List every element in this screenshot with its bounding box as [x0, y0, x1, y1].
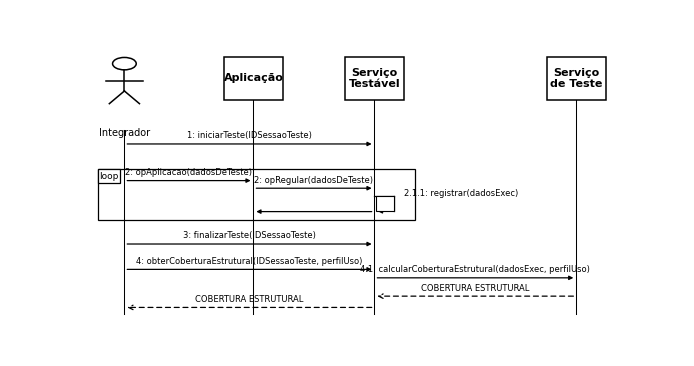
Text: 3: finalizarTeste(IDSessaoTeste): 3: finalizarTeste(IDSessaoTeste) [183, 231, 316, 240]
Text: Serviço
de Teste: Serviço de Teste [550, 68, 602, 89]
FancyBboxPatch shape [224, 57, 283, 100]
Text: 2: opRegular(dadosDeTeste): 2: opRegular(dadosDeTeste) [255, 176, 373, 184]
Text: Serviço
Testável: Serviço Testável [348, 68, 400, 89]
Text: COBERTURA ESTRUTURAL: COBERTURA ESTRUTURAL [421, 284, 530, 293]
Text: 4: obterCoberturaEstrutural(IDSessaoTeste, perfilUso): 4: obterCoberturaEstrutural(IDSessaoTest… [136, 257, 363, 266]
Text: 2.1.1: registrar(dadosExec): 2.1.1: registrar(dadosExec) [404, 189, 518, 198]
FancyBboxPatch shape [375, 195, 394, 211]
Text: 4.1: calcularCoberturaEstrutural(dadosExec, perfilUso): 4.1: calcularCoberturaEstrutural(dadosEx… [360, 265, 591, 274]
Text: loop: loop [99, 172, 119, 180]
Text: 2: opAplicacao(dadosDeTeste): 2: opAplicacao(dadosDeTeste) [126, 168, 253, 177]
Text: Integrador: Integrador [99, 128, 150, 138]
Text: Aplicação: Aplicação [223, 74, 283, 83]
Text: 1: iniciarTeste(IDSessaoTeste): 1: iniciarTeste(IDSessaoTeste) [187, 131, 312, 140]
FancyBboxPatch shape [547, 57, 606, 100]
FancyBboxPatch shape [97, 169, 120, 183]
Text: COBERTURA ESTRUTURAL: COBERTURA ESTRUTURAL [195, 295, 304, 304]
FancyBboxPatch shape [345, 57, 404, 100]
